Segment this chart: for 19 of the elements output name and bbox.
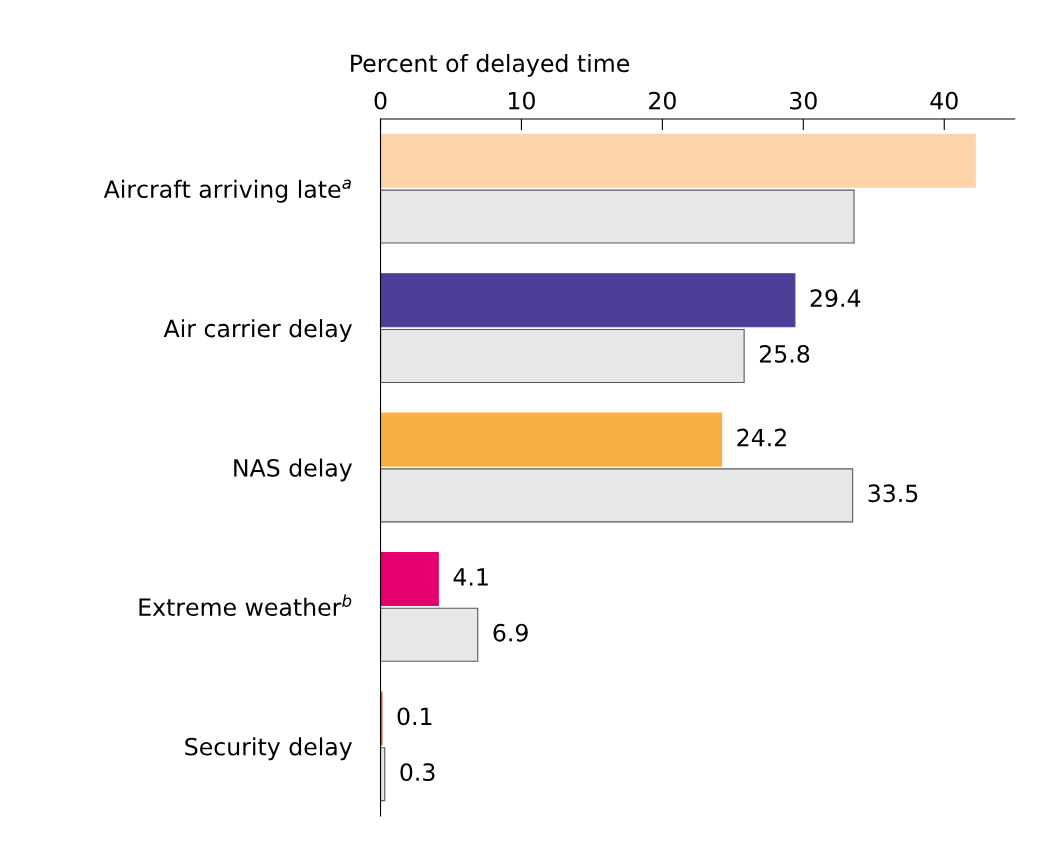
data-label: 0.3 (400, 763, 435, 782)
data-label: 0.1 (397, 707, 432, 726)
x-tick-label: 20 (649, 91, 676, 110)
x-axis-title: Percent of delayed time (351, 53, 630, 77)
x-tick-label: 40 (930, 91, 958, 110)
data-label: 25.8 (759, 344, 810, 363)
data-label: 33.5 (868, 484, 918, 503)
x-tick-label: 30 (790, 91, 817, 110)
x-tick-label: 0 (374, 91, 387, 110)
y-tick-label: Air carrier delay (163, 319, 353, 342)
y-tick-label: NAS delay (234, 458, 353, 482)
data-label: 4.1 (453, 568, 488, 586)
data-label: 29.4 (810, 289, 861, 308)
data-label: 24.2 (737, 428, 786, 447)
y-tick-label: Aircraft arriving late$^{a}$ (103, 179, 351, 203)
y-tick-label: Security delay (185, 737, 353, 761)
data-label: 6.9 (493, 623, 528, 642)
y-tick-label: Extreme weather$^{b}$ (139, 594, 352, 617)
x-tick-label: 10 (509, 91, 535, 110)
